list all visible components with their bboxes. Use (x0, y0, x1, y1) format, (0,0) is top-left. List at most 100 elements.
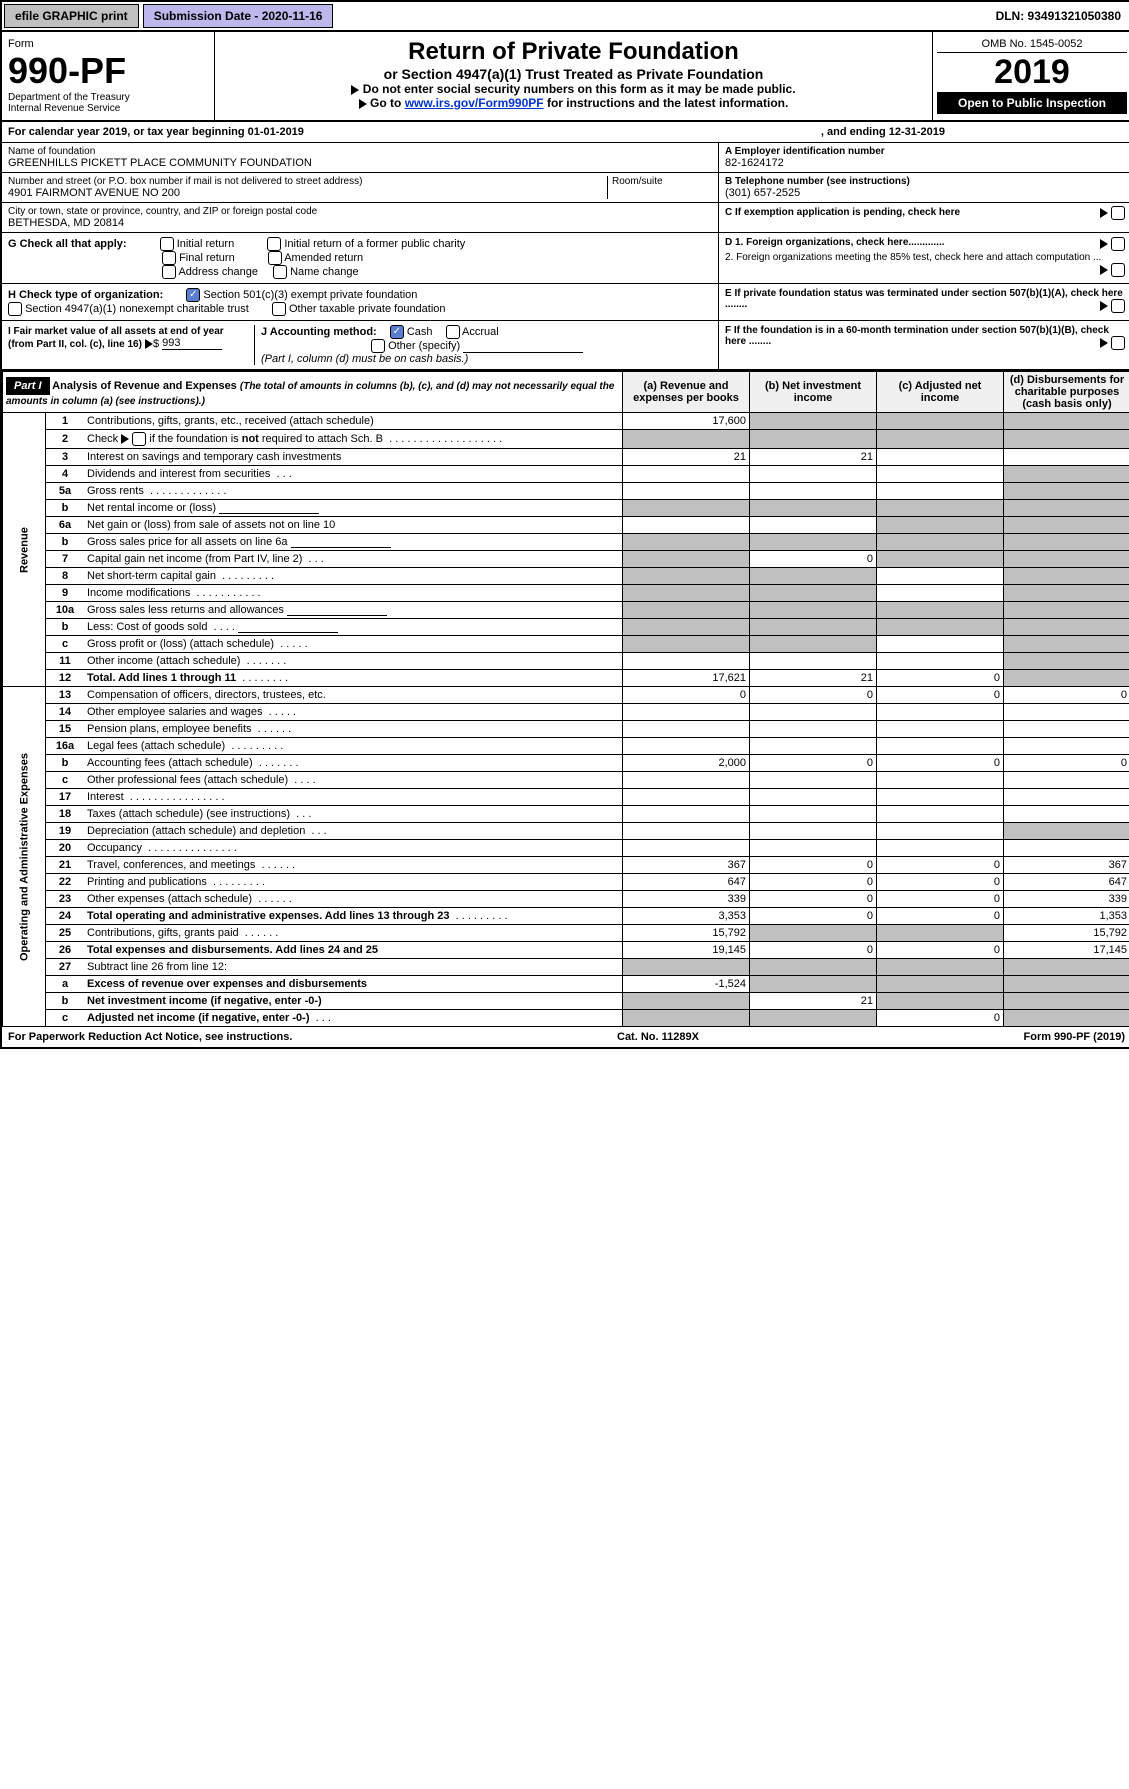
irs-link[interactable]: www.irs.gov/Form990PF (405, 96, 544, 110)
cell-b (750, 568, 877, 585)
cell-a: 647 (623, 874, 750, 891)
cell-b (750, 653, 877, 670)
cell-c (877, 925, 1004, 942)
line-no: 16a (46, 738, 85, 755)
cell-a: 339 (623, 891, 750, 908)
cell-a (623, 772, 750, 789)
h-501c3-checkbox[interactable]: ✓ (186, 288, 200, 302)
ein-label: A Employer identification number (725, 146, 1125, 157)
e-label: E If private foundation status was termi… (725, 288, 1123, 310)
cell-d: 15,792 (1004, 925, 1129, 942)
cell-b: 0 (750, 551, 877, 568)
cell-c (877, 636, 1004, 653)
topbar: efile GRAPHIC print Submission Date - 20… (2, 2, 1129, 32)
line-no: 3 (46, 449, 85, 466)
cell-a (623, 483, 750, 500)
cell-d (1004, 670, 1129, 687)
i-j-f-row: I Fair market value of all assets at end… (2, 321, 1129, 371)
efile-print-btn[interactable]: efile GRAPHIC print (4, 4, 139, 28)
line-no: 4 (46, 466, 85, 483)
g-initial-former-checkbox[interactable] (267, 237, 281, 251)
line-no: 27 (46, 959, 85, 976)
cell-a (623, 585, 750, 602)
h-e-row: H Check type of organization: ✓ Section … (2, 284, 1129, 321)
cell-b (750, 925, 877, 942)
i-value: 993 (162, 337, 222, 350)
part1-table: Part I Analysis of Revenue and Expenses … (2, 371, 1129, 1027)
c-checkbox[interactable] (1111, 206, 1125, 220)
table-row: 18Taxes (attach schedule) (see instructi… (3, 806, 1129, 823)
addr-label: Number and street (or P.O. box number if… (8, 176, 607, 187)
d1-checkbox[interactable] (1111, 237, 1125, 251)
g-final-checkbox[interactable] (162, 251, 176, 265)
addr-value: 4901 FAIRMONT AVENUE NO 200 (8, 187, 607, 199)
table-row: 12Total. Add lines 1 through 11 . . . . … (3, 670, 1129, 687)
line-desc: Interest . . . . . . . . . . . . . . . . (84, 789, 623, 806)
cell-d (1004, 840, 1129, 857)
cell-a (623, 789, 750, 806)
line-desc: Total. Add lines 1 through 11 . . . . . … (84, 670, 623, 687)
h-other-checkbox[interactable] (272, 302, 286, 316)
cell-a (623, 551, 750, 568)
h-4947-checkbox[interactable] (8, 302, 22, 316)
line-no: 5a (46, 483, 85, 500)
cell-b (750, 1010, 877, 1027)
d2-checkbox[interactable] (1111, 263, 1125, 277)
g-initial-checkbox[interactable] (160, 237, 174, 251)
table-row: 5aGross rents . . . . . . . . . . . . . (3, 483, 1129, 500)
cell-b (750, 806, 877, 823)
cell-b (750, 483, 877, 500)
table-row: 4Dividends and interest from securities … (3, 466, 1129, 483)
footer-mid: Cat. No. 11289X (617, 1031, 699, 1043)
g-opt-4: Address change (178, 266, 258, 278)
open-public: Open to Public Inspection (937, 92, 1127, 114)
table-row: 16aLegal fees (attach schedule) . . . . … (3, 738, 1129, 755)
cell-c (877, 959, 1004, 976)
f-checkbox[interactable] (1111, 336, 1125, 350)
cell-b (750, 534, 877, 551)
table-row: 22Printing and publications . . . . . . … (3, 874, 1129, 891)
g-address-checkbox[interactable] (162, 265, 176, 279)
line-desc: Capital gain net income (from Part IV, l… (84, 551, 623, 568)
g-name-checkbox[interactable] (273, 265, 287, 279)
line-desc: Other employee salaries and wages . . . … (84, 704, 623, 721)
e-checkbox[interactable] (1111, 299, 1125, 313)
line-desc: Printing and publications . . . . . . . … (84, 874, 623, 891)
city-label: City or town, state or province, country… (8, 206, 712, 217)
cell-d (1004, 430, 1129, 449)
line-desc: Gross sales price for all assets on line… (84, 534, 623, 551)
j-other: Other (specify) (388, 340, 460, 352)
footer: For Paperwork Reduction Act Notice, see … (2, 1027, 1129, 1047)
room-label: Room/suite (612, 176, 712, 187)
line-desc: Net investment income (if negative, ente… (84, 993, 623, 1010)
cell-d: 0 (1004, 755, 1129, 772)
line-desc: Interest on savings and temporary cash i… (84, 449, 623, 466)
cell-c (877, 721, 1004, 738)
line-desc: Check if the foundation is not required … (84, 430, 623, 449)
cell-b: 0 (750, 755, 877, 772)
form-title: Return of Private Foundation (221, 38, 926, 66)
line-desc: Contributions, gifts, grants, etc., rece… (84, 413, 623, 430)
cell-b (750, 466, 877, 483)
d1-label: D 1. Foreign organizations, check here..… (725, 237, 945, 248)
cell-a: 21 (623, 449, 750, 466)
line-desc: Dividends and interest from securities .… (84, 466, 623, 483)
j-cash-checkbox[interactable]: ✓ (390, 325, 404, 339)
table-row: 8Net short-term capital gain . . . . . .… (3, 568, 1129, 585)
g-amended-checkbox[interactable] (268, 251, 282, 265)
cell-d (1004, 534, 1129, 551)
col-b: Net investment income (782, 380, 861, 404)
line-desc: Net rental income or (loss) (84, 500, 623, 517)
cell-c (877, 976, 1004, 993)
j-accrual-checkbox[interactable] (446, 325, 460, 339)
cell-c (877, 602, 1004, 619)
cell-a (623, 704, 750, 721)
cell-c (877, 806, 1004, 823)
j-other-checkbox[interactable] (371, 339, 385, 353)
line-no: 12 (46, 670, 85, 687)
line-desc: Excess of revenue over expenses and disb… (84, 976, 623, 993)
footer-left: For Paperwork Reduction Act Notice, see … (8, 1031, 292, 1043)
h-opt-2: Section 4947(a)(1) nonexempt charitable … (25, 303, 249, 315)
line-no: 8 (46, 568, 85, 585)
foundation-name: GREENHILLS PICKETT PLACE COMMUNITY FOUND… (8, 157, 712, 169)
